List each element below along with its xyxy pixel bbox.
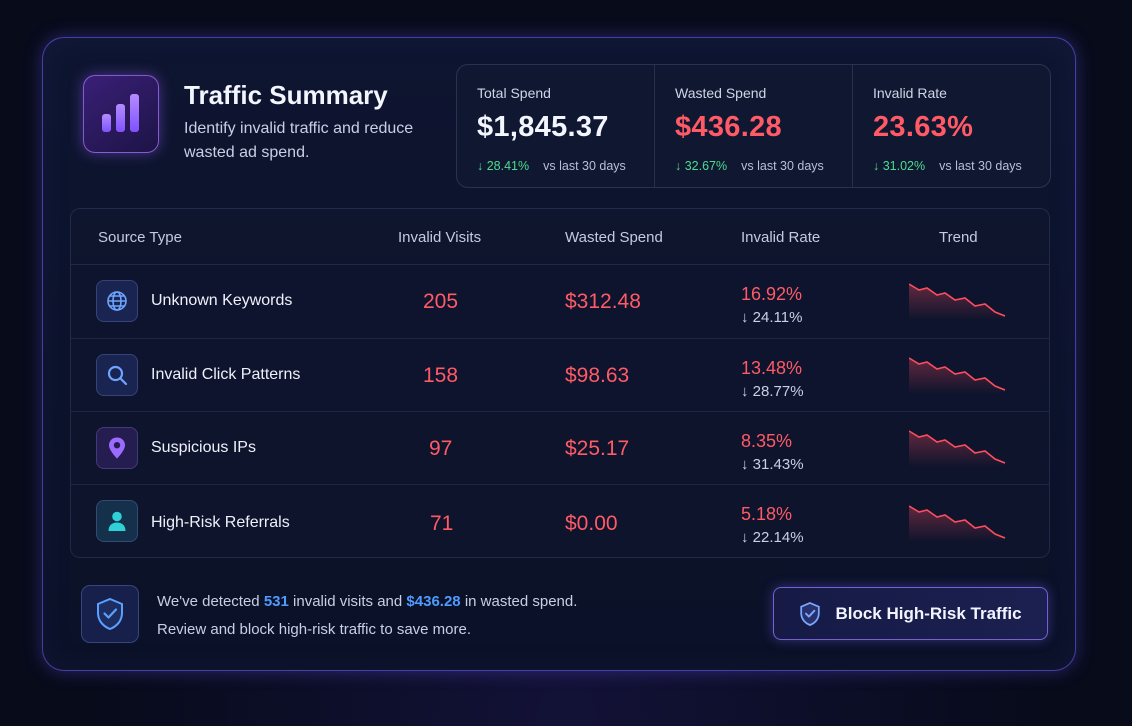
stat-value: $1,845.37: [477, 111, 609, 143]
stats-panel: Total Spend $1,845.37 ↓ 28.41% vs last 30…: [456, 64, 1051, 188]
invalid-visits: 158: [423, 364, 459, 387]
invalid-rate: 5.18%: [741, 504, 793, 524]
table-row[interactable]: Unknown Keywords 205 $312.48 16.92% ↓ 24…: [71, 265, 1049, 338]
source-table: Source Type Invalid Visits Wasted Spend …: [70, 208, 1050, 558]
message-text: in wasted spend.: [460, 593, 578, 610]
source-name: Invalid Click Patterns: [151, 366, 301, 383]
invalid-visits: 97: [429, 437, 453, 460]
detected-visits: 531: [263, 593, 289, 610]
col-invalid-visits: Invalid Visits: [398, 229, 482, 246]
source-name: Unknown Keywords: [151, 292, 293, 309]
source-name: Suspicious IPs: [151, 439, 256, 456]
detection-message: We've detected 531 invalid visits and $4…: [157, 593, 577, 610]
button-label: Block High-Risk Traffic: [835, 603, 1022, 623]
trend-sparkline: [909, 505, 1006, 542]
search-icon: [96, 354, 138, 396]
table-row[interactable]: Invalid Click Patterns 158 $98.63 13.48%…: [71, 338, 1049, 411]
stat-compare: vs last 30 days: [939, 159, 1022, 173]
location-pin-icon: [96, 427, 138, 469]
trend-sparkline: [909, 430, 1006, 467]
stat-total-spend: Total Spend $1,845.37 ↓ 28.41% vs last 30…: [457, 65, 654, 187]
detection-hint: Review and block high-risk traffic to sa…: [157, 621, 472, 638]
detected-spend: $436.28: [406, 593, 461, 610]
stat-delta: ↓ 28.41%: [477, 159, 530, 173]
table-row[interactable]: High-Risk Referrals 71 $0.00 5.18% ↓ 22.…: [71, 484, 1049, 557]
shield-check-icon: [800, 601, 821, 626]
trend-sparkline: [909, 357, 1006, 394]
table-header: Source Type Invalid Visits Wasted Spend …: [71, 209, 1049, 265]
trend-sparkline: [909, 283, 1006, 320]
stat-label: Wasted Spend: [675, 85, 767, 101]
table-row[interactable]: Suspicious IPs 97 $25.17 8.35% ↓ 31.43%: [71, 411, 1049, 484]
message-text: invalid visits and: [288, 593, 407, 610]
message-text: We've detected: [157, 593, 264, 610]
invalid-rate-delta: ↓ 31.43%: [741, 456, 804, 473]
user-icon: [96, 500, 138, 542]
stat-wasted-spend: Wasted Spend $436.28 ↓ 32.67% vs last 30 …: [654, 65, 852, 187]
bar-chart-icon: [83, 75, 159, 153]
page-subtitle: Identify invalid traffic and reduce wast…: [184, 120, 414, 161]
stat-delta: ↓ 31.02%: [873, 159, 926, 173]
wasted-spend: $98.63: [565, 364, 630, 387]
col-invalid-rate: Invalid Rate: [741, 229, 821, 246]
page-title: Traffic Summary: [184, 80, 388, 110]
stat-delta: ↓ 32.67%: [675, 159, 728, 173]
invalid-visits: 205: [423, 290, 459, 313]
stat-compare: vs last 30 days: [543, 159, 626, 173]
invalid-visits: 71: [430, 512, 454, 535]
wasted-spend: $25.17: [565, 437, 630, 460]
wasted-spend: $312.48: [565, 290, 641, 313]
stat-value: $436.28: [675, 111, 782, 143]
col-wasted-spend: Wasted Spend: [565, 229, 663, 246]
stat-label: Total Spend: [477, 85, 551, 101]
wasted-spend: $0.00: [565, 512, 618, 535]
invalid-rate: 16.92%: [741, 284, 803, 304]
invalid-rate-delta: ↓ 24.11%: [741, 309, 803, 326]
stat-label: Invalid Rate: [873, 85, 947, 101]
invalid-rate: 8.35%: [741, 431, 793, 451]
traffic-summary-card: Traffic Summary Identify invalid traffic…: [42, 37, 1076, 671]
col-source-type: Source Type: [98, 229, 182, 246]
col-trend: Trend: [939, 229, 978, 246]
stat-compare: vs last 30 days: [741, 159, 824, 173]
stat-value: 23.63%: [873, 111, 974, 143]
shield-icon: [81, 585, 139, 643]
invalid-rate: 13.48%: [741, 358, 803, 378]
stat-invalid-rate: Invalid Rate 23.63% ↓ 31.02% vs last 30 d…: [852, 65, 1050, 187]
block-high-risk-traffic-button[interactable]: Block High-Risk Traffic: [773, 587, 1048, 640]
invalid-rate-delta: ↓ 22.14%: [741, 529, 804, 546]
globe-icon: [96, 280, 138, 322]
invalid-rate-delta: ↓ 28.77%: [741, 383, 804, 400]
source-name: High-Risk Referrals: [151, 514, 290, 531]
